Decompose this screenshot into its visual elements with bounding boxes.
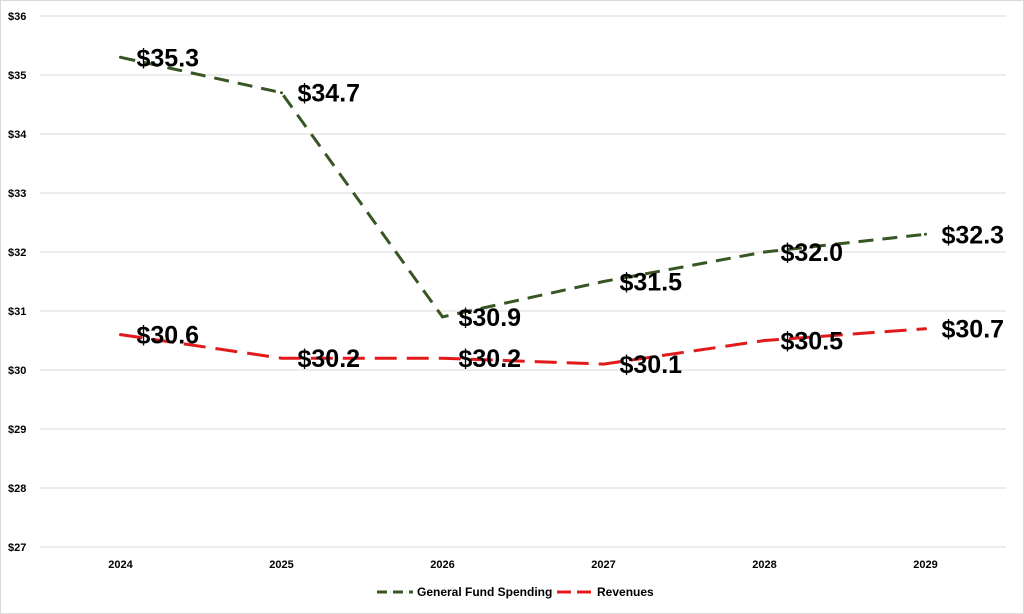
x-tick-label: 2026 (430, 559, 454, 571)
data-point (119, 333, 122, 337)
data-point (280, 91, 283, 95)
data-point (602, 280, 605, 283)
y-tick-label: $30 (8, 365, 26, 377)
y-tick-label: $34 (8, 129, 27, 141)
data-point (924, 327, 927, 331)
legend-label: Revenues (597, 585, 654, 599)
y-tick-label: $31 (8, 306, 26, 318)
data-point (441, 356, 444, 360)
data-label: $35.3 (137, 44, 200, 72)
y-tick-label: $28 (8, 483, 26, 495)
series-line-general-fund-spending (120, 55, 926, 319)
data-label: $30.5 (781, 328, 844, 356)
data-label: $30.7 (942, 316, 1005, 344)
data-point (924, 232, 927, 236)
data-label: $32.3 (942, 221, 1005, 249)
x-tick-label: 2027 (591, 559, 615, 571)
legend: General Fund Spending Revenues (377, 585, 654, 599)
x-tick-label: 2025 (269, 559, 293, 571)
data-label: $30.1 (620, 351, 683, 379)
data-label: $30.6 (137, 322, 200, 350)
data-point (119, 55, 122, 59)
x-tick-label: 2024 (108, 559, 133, 571)
y-tick-label: $33 (8, 188, 26, 200)
y-tick-label: $36 (8, 11, 26, 23)
series-line-revenues (120, 327, 926, 366)
data-label: $30.2 (298, 345, 361, 373)
x-axis-tick-labels: 2024 2025 2026 2027 2028 2029 (108, 559, 937, 571)
data-point (602, 362, 605, 366)
legend-label: General Fund Spending (417, 585, 552, 599)
y-tick-label: $27 (8, 542, 26, 554)
data-point (763, 339, 766, 342)
data-label: $32.0 (781, 239, 844, 267)
data-label: $30.9 (459, 304, 522, 332)
gridlines (40, 15, 1006, 548)
data-point (763, 250, 766, 254)
data-label: $30.2 (459, 345, 522, 373)
data-label: $34.7 (298, 80, 361, 108)
data-label: $31.5 (620, 269, 683, 297)
y-tick-label: $35 (8, 70, 26, 82)
data-labels: $35.3 $34.7 $30.9 $31.5 $32.0 $32.3 $30.6 $30.2… (137, 44, 1005, 379)
y-tick-label: $29 (8, 424, 26, 436)
data-point (441, 315, 444, 319)
x-tick-label: 2028 (752, 559, 776, 571)
x-tick-label: 2029 (913, 559, 937, 571)
data-point (280, 356, 283, 360)
series-lines (119, 55, 927, 366)
y-tick-label: $32 (8, 247, 26, 259)
y-axis-tick-labels: $27 $28 $29 $30 $31 $32 $33 $34 $35 $36 (8, 11, 27, 554)
